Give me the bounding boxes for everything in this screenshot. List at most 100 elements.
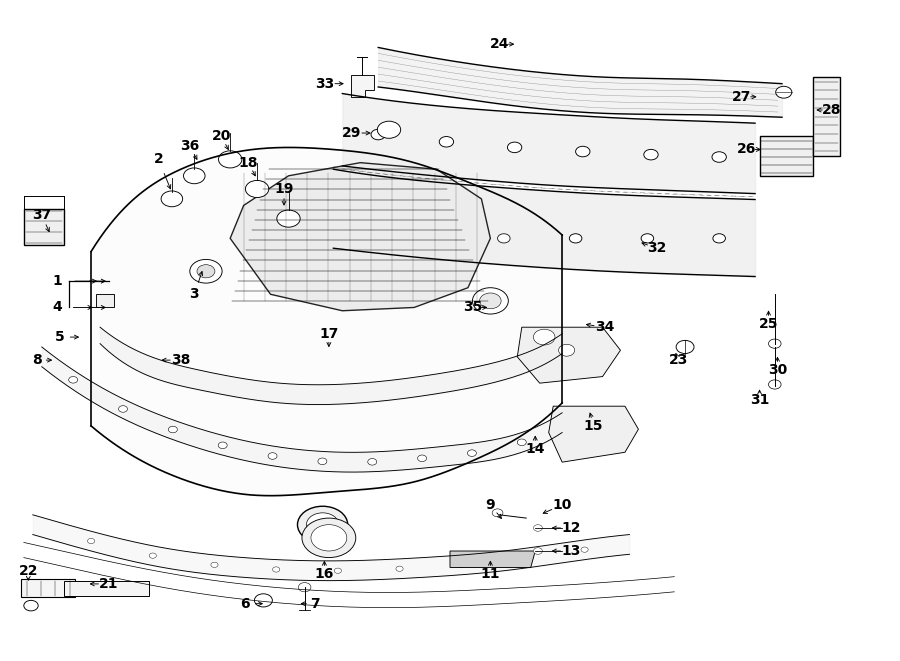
Circle shape	[302, 518, 356, 558]
Circle shape	[769, 380, 781, 389]
Text: 27: 27	[732, 90, 752, 104]
Text: 22: 22	[19, 564, 38, 578]
Text: 3: 3	[190, 288, 199, 301]
Text: 21: 21	[99, 577, 119, 591]
Circle shape	[277, 210, 301, 227]
Circle shape	[480, 293, 501, 309]
Circle shape	[268, 453, 277, 459]
Text: 23: 23	[669, 353, 689, 367]
Circle shape	[457, 563, 464, 568]
Circle shape	[713, 234, 725, 243]
Circle shape	[418, 455, 427, 461]
Text: 7: 7	[310, 597, 320, 611]
Circle shape	[581, 547, 589, 553]
Circle shape	[368, 459, 377, 465]
Circle shape	[318, 458, 327, 465]
Circle shape	[396, 566, 403, 571]
Text: 29: 29	[342, 126, 361, 140]
Text: 26: 26	[736, 143, 756, 157]
Circle shape	[534, 548, 543, 555]
Circle shape	[219, 151, 242, 168]
Text: 35: 35	[463, 301, 482, 315]
Text: 30: 30	[768, 363, 788, 377]
Text: 31: 31	[750, 393, 770, 407]
Circle shape	[310, 525, 346, 551]
Text: 38: 38	[171, 353, 191, 367]
Circle shape	[641, 234, 653, 243]
Circle shape	[676, 340, 694, 354]
Text: 32: 32	[647, 241, 666, 255]
Text: 9: 9	[486, 498, 495, 512]
Polygon shape	[760, 136, 814, 176]
Text: 18: 18	[238, 155, 258, 170]
Circle shape	[255, 594, 273, 607]
Text: 2: 2	[154, 153, 163, 167]
Circle shape	[87, 538, 94, 543]
Polygon shape	[450, 551, 536, 567]
Circle shape	[498, 234, 510, 243]
Circle shape	[23, 600, 38, 611]
Text: 24: 24	[490, 37, 509, 51]
Circle shape	[149, 553, 157, 559]
Text: 11: 11	[481, 567, 500, 581]
Circle shape	[184, 168, 205, 184]
Circle shape	[377, 121, 400, 138]
Circle shape	[559, 344, 575, 356]
Text: 36: 36	[180, 139, 200, 153]
Text: 16: 16	[315, 567, 334, 581]
Circle shape	[119, 406, 128, 412]
Text: 8: 8	[32, 353, 42, 367]
Text: 5: 5	[55, 330, 65, 344]
Text: 33: 33	[315, 77, 334, 91]
Circle shape	[439, 137, 454, 147]
Circle shape	[68, 377, 77, 383]
Text: 4: 4	[52, 301, 62, 315]
Circle shape	[570, 234, 582, 243]
Text: 34: 34	[595, 320, 614, 334]
Circle shape	[197, 264, 215, 278]
Polygon shape	[549, 407, 638, 462]
Circle shape	[776, 87, 792, 98]
Polygon shape	[23, 209, 64, 245]
Circle shape	[246, 180, 269, 198]
Circle shape	[298, 506, 347, 543]
Text: 25: 25	[759, 317, 778, 331]
Circle shape	[519, 556, 526, 561]
Circle shape	[576, 146, 590, 157]
Circle shape	[508, 142, 522, 153]
Circle shape	[168, 426, 177, 433]
Text: 12: 12	[562, 521, 580, 535]
Circle shape	[354, 234, 366, 243]
Polygon shape	[95, 294, 113, 307]
Circle shape	[492, 509, 503, 517]
Text: 28: 28	[822, 103, 842, 117]
Circle shape	[534, 525, 543, 531]
Circle shape	[190, 259, 222, 283]
Polygon shape	[814, 77, 841, 156]
Circle shape	[218, 442, 227, 449]
Text: 15: 15	[584, 419, 603, 433]
Circle shape	[161, 191, 183, 207]
Circle shape	[644, 149, 658, 160]
Circle shape	[371, 130, 385, 139]
Polygon shape	[518, 327, 620, 383]
Circle shape	[712, 152, 726, 163]
Circle shape	[334, 568, 341, 573]
Circle shape	[467, 450, 476, 456]
Text: 1: 1	[52, 274, 62, 288]
Circle shape	[518, 439, 526, 446]
Circle shape	[211, 563, 218, 567]
Circle shape	[426, 234, 438, 243]
Polygon shape	[230, 163, 490, 311]
Text: 20: 20	[212, 130, 231, 143]
Polygon shape	[351, 75, 374, 97]
Text: 14: 14	[526, 442, 545, 456]
Circle shape	[306, 513, 338, 537]
Circle shape	[472, 288, 508, 314]
Text: 10: 10	[553, 498, 572, 512]
Polygon shape	[21, 579, 75, 597]
Circle shape	[273, 567, 280, 572]
Text: 17: 17	[320, 327, 338, 341]
Text: 37: 37	[32, 208, 51, 222]
Text: 19: 19	[274, 182, 293, 196]
